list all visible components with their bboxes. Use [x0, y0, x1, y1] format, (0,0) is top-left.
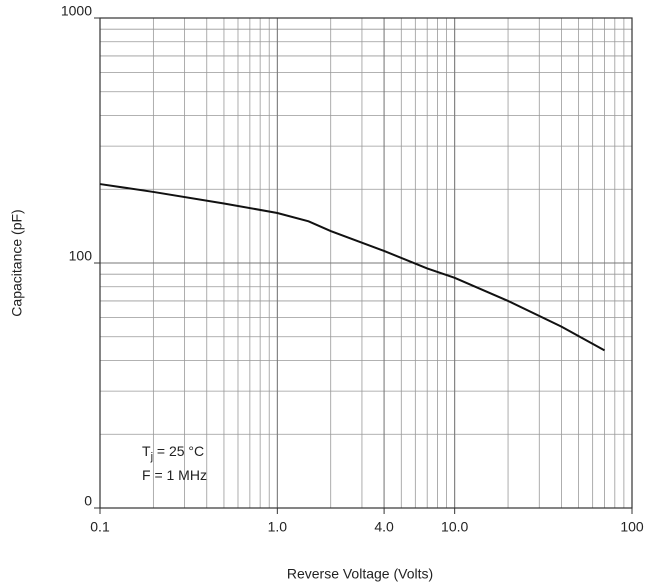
x-tick-label: 4.0 — [374, 519, 394, 535]
annotation: Tj = 25 °C — [142, 443, 204, 463]
annotation-text: T — [142, 443, 151, 459]
grid — [99, 17, 633, 509]
x-tick-label: 10.0 — [441, 519, 468, 535]
subscript: j — [150, 451, 153, 463]
x-tick-label: 0.1 — [90, 519, 110, 535]
x-tick-label: 100 — [620, 519, 644, 535]
y-tick-label: 1000 — [61, 3, 92, 19]
annotation: F = 1 MHz — [142, 467, 207, 483]
y-tick-label: 0 — [84, 493, 92, 509]
annotation-text: F = 1 MHz — [142, 467, 207, 483]
annotation-text: = 25 °C — [153, 443, 204, 459]
y-tick-label: 100 — [69, 248, 93, 264]
y-axis-label: Capacitance (pF) — [9, 209, 25, 316]
x-tick-label: 1.0 — [268, 519, 288, 535]
data-line — [99, 183, 606, 352]
x-axis-label: Reverse Voltage (Volts) — [287, 566, 433, 582]
